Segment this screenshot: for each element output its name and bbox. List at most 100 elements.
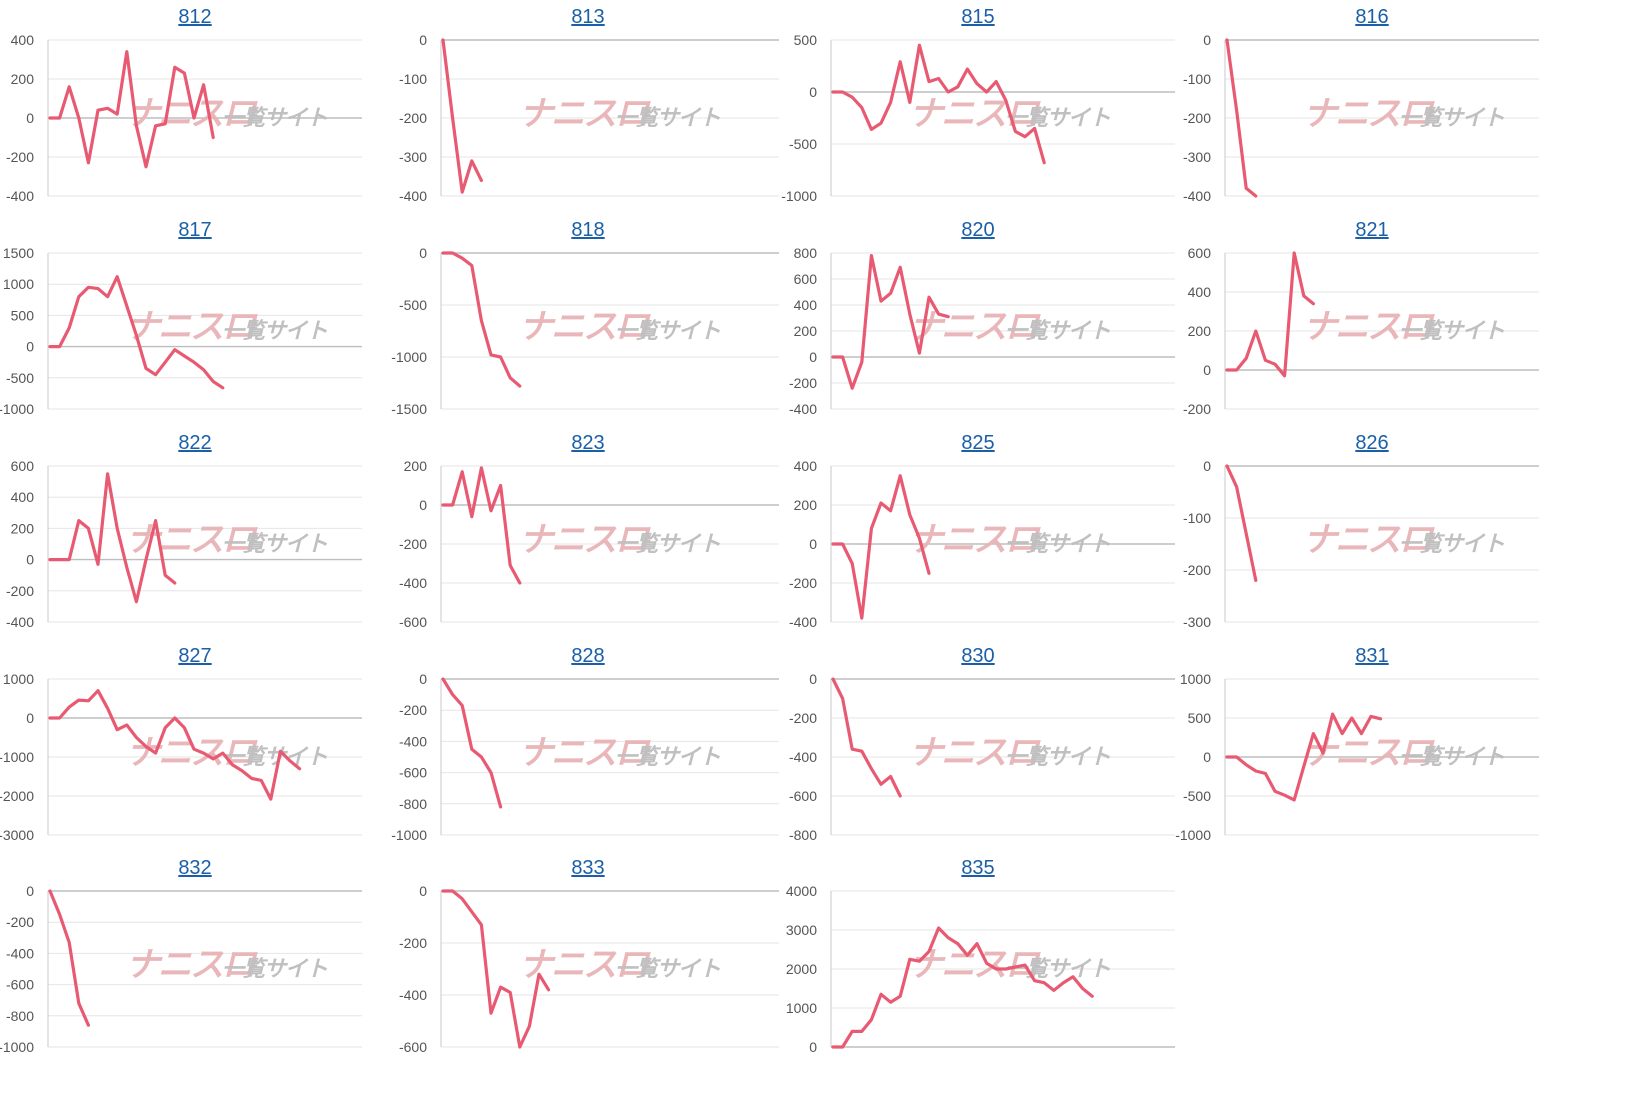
chart-title-link[interactable]: 820 xyxy=(961,219,995,241)
y-tick-label: -800 xyxy=(6,1008,34,1024)
y-tick-label: -400 xyxy=(399,733,427,749)
y-tick-label: 600 xyxy=(794,271,818,287)
series-line xyxy=(48,275,225,390)
y-tick-label: -400 xyxy=(1183,188,1211,204)
y-tick-label: -200 xyxy=(6,149,34,165)
chart-title: 813 xyxy=(393,4,783,30)
watermark-brand: ナニスロ xyxy=(519,307,651,347)
y-tick-label: -600 xyxy=(399,614,427,630)
watermark-brand: ナニスロ xyxy=(909,94,1041,134)
chart-title-link[interactable]: 830 xyxy=(961,645,995,667)
chart-panel-822: 822 600 400 200 0 -200 -400 ナニスロ 一覧サイト xyxy=(0,426,390,638)
watermark-site: 一覧サイト xyxy=(1399,106,1505,131)
y-tick-label: 0 xyxy=(419,671,427,687)
chart-title-link[interactable]: 827 xyxy=(178,645,212,667)
y-tick-label: -400 xyxy=(6,945,34,961)
y-tick-label: 0 xyxy=(419,883,427,899)
y-tick-label: -300 xyxy=(1183,614,1211,630)
y-tick-label: -1000 xyxy=(781,188,817,204)
chart-panel-831: 831 1000 500 0 -500 -1000 ナニスロ 一覧サイト xyxy=(1175,639,1567,851)
y-tick-label: -200 xyxy=(1183,401,1211,417)
series-line xyxy=(831,474,931,620)
y-tick-label: 200 xyxy=(11,520,35,536)
y-tick-label: -200 xyxy=(399,110,427,126)
chart-title-link[interactable]: 831 xyxy=(1355,645,1389,667)
series-line xyxy=(48,889,91,1027)
watermark-site: 一覧サイト xyxy=(222,745,328,770)
y-tick-label: 500 xyxy=(1188,710,1212,726)
series-line xyxy=(1225,38,1258,198)
chart-panel-821: 821 600 400 200 0 -200 ナニスロ 一覧サイト xyxy=(1177,213,1567,425)
watermark-site: 一覧サイト xyxy=(222,957,328,982)
y-tick-label: -1000 xyxy=(0,401,34,417)
chart-title-link[interactable]: 822 xyxy=(178,432,212,454)
y-tick-label: 200 xyxy=(11,71,35,87)
chart-title: 827 xyxy=(0,643,390,669)
chart-title-link[interactable]: 835 xyxy=(961,857,995,879)
chart-title-link[interactable]: 818 xyxy=(571,219,605,241)
chart-title: 817 xyxy=(0,217,390,243)
watermark-site: 一覧サイト xyxy=(1005,106,1111,131)
watermark-brand: ナニスロ xyxy=(519,520,651,560)
series-line xyxy=(48,689,302,801)
chart-title: 823 xyxy=(393,430,783,456)
chart-title-link[interactable]: 825 xyxy=(961,432,995,454)
chart-title-link[interactable]: 812 xyxy=(178,6,212,28)
series-line xyxy=(441,466,522,585)
y-tick-label: -600 xyxy=(399,765,427,781)
y-tick-label: -400 xyxy=(399,575,427,591)
watermark-brand: ナニスロ xyxy=(909,733,1041,773)
chart-panel-835: 835 4000 3000 2000 1000 0 ナニスロ 一覧サイト xyxy=(783,851,1175,1063)
y-tick-label: 200 xyxy=(794,497,818,513)
chart-title-link[interactable]: 821 xyxy=(1355,219,1389,241)
series-line xyxy=(48,472,177,604)
series-line xyxy=(831,677,902,798)
watermark-site: 一覧サイト xyxy=(222,532,328,557)
y-tick-label: 3000 xyxy=(786,922,817,938)
chart-title-link[interactable]: 817 xyxy=(178,219,212,241)
watermark-site: 一覧サイト xyxy=(1399,745,1505,770)
chart-title-link[interactable]: 813 xyxy=(571,6,605,28)
chart-title-link[interactable]: 832 xyxy=(178,857,212,879)
y-tick-label: -200 xyxy=(6,583,34,599)
y-tick-label: 500 xyxy=(11,307,35,323)
chart-title-link[interactable]: 816 xyxy=(1355,6,1389,28)
y-tick-label: 400 xyxy=(1188,284,1212,300)
y-tick-label: -2000 xyxy=(0,788,34,804)
watermark-brand: ナニスロ xyxy=(1303,520,1435,560)
series-line xyxy=(441,251,522,388)
y-tick-label: -100 xyxy=(399,71,427,87)
y-tick-label: -500 xyxy=(1183,788,1211,804)
chart-panel-832: 832 0 -200 -400 -600 -800 -1000 ナニスロ 一覧サイト xyxy=(0,851,390,1063)
y-tick-label: 0 xyxy=(809,1039,817,1055)
chart-title-link[interactable]: 833 xyxy=(571,857,605,879)
y-tick-label: 0 xyxy=(1203,362,1211,378)
y-tick-label: -800 xyxy=(399,796,427,812)
y-tick-label: -800 xyxy=(789,827,817,843)
chart-title-link[interactable]: 823 xyxy=(571,432,605,454)
chart-title-link[interactable]: 826 xyxy=(1355,432,1389,454)
y-tick-label: 4000 xyxy=(786,883,817,899)
y-tick-label: 1000 xyxy=(3,276,34,292)
chart-title: 830 xyxy=(783,643,1173,669)
y-tick-label: -400 xyxy=(399,987,427,1003)
chart-panel-818: 818 0 -500 -1000 -1500 ナニスロ 一覧サイト xyxy=(391,213,783,425)
chart-title-link[interactable]: 828 xyxy=(571,645,605,667)
y-tick-label: -3000 xyxy=(0,827,34,843)
series-line xyxy=(441,677,503,809)
chart-title-link[interactable]: 815 xyxy=(961,6,995,28)
